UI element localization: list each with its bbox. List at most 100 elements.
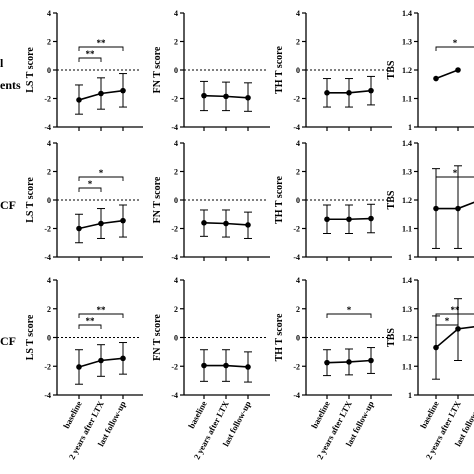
y-tick-label: -2 [171,225,178,234]
data-point [201,92,207,99]
y-tick-label: -4 [44,391,51,400]
significance-label: ** [86,316,96,326]
bracket-line [326,313,372,318]
y-tick-label: 0 [296,196,300,205]
y-tick-label: -2 [293,362,300,371]
data-point [455,67,461,73]
significance-label: ** [97,305,107,315]
data-point [455,205,461,212]
y-tick-label: 1.3 [402,168,412,177]
significance-label: * [99,168,104,178]
x-category-label: baseline [309,399,332,430]
x-category-label: baseline [61,399,84,430]
y-tick-label: 4 [296,276,300,285]
y-axis-title: TBS [386,60,397,79]
y-tick-label: 0 [174,66,178,75]
data-point [120,87,126,94]
data-point [223,220,229,227]
y-tick-label: 4 [47,276,51,285]
y-axis-title: LS T score [25,314,36,360]
data-point [324,216,330,223]
significance-label: ** [97,38,107,48]
y-tick-label: 4 [174,276,178,285]
significance-label: * [347,305,352,315]
chart-panel-2-4: 1.4 1.3 1.2 1.1 1 TBS * [386,139,474,262]
y-tick-label: -2 [44,95,51,104]
significance-bracket: * [78,179,102,192]
bracket-line [78,324,102,329]
y-tick-label: -4 [293,391,300,400]
y-tick-label: 0 [47,66,51,75]
significance-label: * [88,179,93,189]
data-point [455,326,461,332]
significance-bracket: ** [78,49,102,62]
y-tick-label: -4 [171,123,178,132]
significance-bracket: * [435,38,474,51]
bracket-line [78,187,102,192]
y-tick-label: 1.3 [402,305,412,314]
y-tick-label: 2 [174,305,178,314]
row-label-2: CF [0,198,16,212]
data-point [245,222,251,228]
y-tick-label: 4 [174,139,178,148]
y-axis-title: TH T score [274,176,285,224]
data-point [346,216,352,223]
significance-bracket: ** [435,305,474,318]
y-tick-label: 2 [47,305,51,314]
y-tick-label: 4 [47,139,51,148]
y-tick-label: -2 [293,225,300,234]
row-label-1a: l [0,56,4,70]
data-point [98,357,104,364]
significance-bracket: ** [78,316,102,329]
y-axis-title: FN T score [152,314,163,361]
y-axis-title: TBS [386,328,397,347]
y-tick-label: 2 [174,38,178,47]
data-point [346,359,352,365]
y-tick-label: -2 [293,95,300,104]
significance-label: * [445,316,450,326]
data-point [223,93,229,100]
y-axis-title: TBS [386,190,397,209]
data-point [201,362,207,369]
y-tick-label: 2 [296,168,300,177]
chart-panel-2-1: 4 2 0 -2 -4 LS T score * * [25,139,143,262]
y-tick-label: -4 [171,253,178,262]
data-point [98,90,104,97]
y-tick-label: 0 [174,196,178,205]
y-tick-label: 4 [174,9,178,18]
y-tick-label: 1.1 [402,225,412,234]
y-tick-label: 2 [296,38,300,47]
data-point [346,90,352,96]
y-tick-label: 0 [296,334,300,343]
significance-bracket: * [326,305,372,318]
y-tick-label: 1.1 [402,362,412,371]
data-point [368,87,374,94]
y-axis-title: FN T score [152,46,163,93]
y-tick-label: 1.2 [402,196,412,205]
data-point [245,364,251,370]
y-tick-label: -2 [44,225,51,234]
significance-bracket: * [435,168,474,181]
y-tick-label: -4 [293,123,300,132]
y-tick-label: 1.4 [402,276,412,285]
bracket-line [78,57,102,62]
y-tick-label: 1.1 [402,95,412,104]
y-tick-label: 1.4 [402,9,412,18]
y-tick-label: -2 [171,95,178,104]
y-tick-label: 1.4 [402,139,412,148]
data-point [120,355,126,362]
y-tick-label: 0 [174,334,178,343]
y-tick-label: 4 [296,9,300,18]
y-tick-label: 1.3 [402,38,412,47]
y-tick-label: 4 [296,139,300,148]
data-point [76,97,82,103]
x-category-label: baseline [186,399,209,430]
chart-panel-1-2: 4 2 0 -2 -4 FN T score [152,9,270,132]
y-tick-label: 2 [174,168,178,177]
y-tick-label: -4 [44,123,51,132]
chart-panel-1-4: 1.4 1.3 1.2 1.1 1 TBS * [386,9,474,132]
